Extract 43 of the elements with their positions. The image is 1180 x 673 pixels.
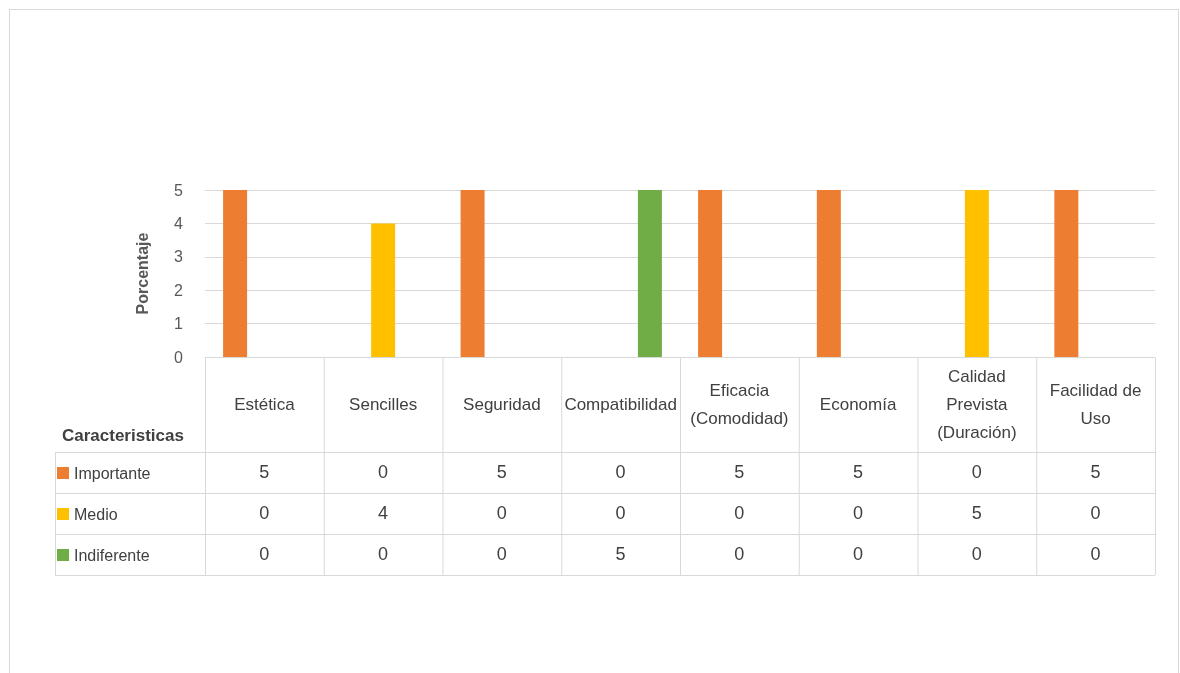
data-label: 0 <box>496 543 507 566</box>
data-label: 5 <box>1090 461 1101 484</box>
data-label: 5 <box>496 461 507 484</box>
data-label: 5 <box>259 461 270 484</box>
data-label: 0 <box>378 543 389 566</box>
y-tick-label: 0 <box>174 348 184 366</box>
x-tick-label: Estética <box>234 393 295 416</box>
x-tick-label: Seguridad <box>463 393 541 416</box>
x-tick-label: Economía <box>819 393 897 416</box>
data-label: 0 <box>853 543 864 566</box>
y-tick-label: 2 <box>174 281 184 299</box>
data-label: 5 <box>734 461 745 484</box>
legend-label: Importante <box>74 464 151 482</box>
data-label: 4 <box>378 502 389 525</box>
data-label: 0 <box>259 502 270 525</box>
data-label: 5 <box>615 543 626 566</box>
y-tick-label: 5 <box>174 181 184 199</box>
y-tick-label: 1 <box>174 315 184 333</box>
x-tick-label: Eficacia (Comodidad) <box>689 379 790 430</box>
data-label: 0 <box>259 543 270 566</box>
data-label: 0 <box>734 502 745 525</box>
data-label: 0 <box>734 543 745 566</box>
data-label: 0 <box>1090 543 1101 566</box>
x-tick-label: Sencilles <box>349 393 418 416</box>
legend-label: Indiferente <box>74 546 150 564</box>
x-tick-label: Calidad Prevista (Duración) <box>936 365 1018 444</box>
data-label: 0 <box>615 502 626 525</box>
data-label: 0 <box>615 461 626 484</box>
data-label: 0 <box>971 543 982 566</box>
data-label: 0 <box>1090 502 1101 525</box>
data-label: 5 <box>853 461 864 484</box>
y-tick-label: 4 <box>174 214 184 232</box>
data-label: 0 <box>971 461 982 484</box>
data-label: 0 <box>378 461 389 484</box>
y-axis-title: Porcentaje <box>133 232 151 315</box>
data-label: 0 <box>853 502 864 525</box>
legend-label: Medio <box>74 505 118 523</box>
y-tick-label: 3 <box>174 248 184 266</box>
x-tick-label: Compatibilidad <box>564 393 677 416</box>
x-tick-label: Facilidad de Uso <box>1048 379 1143 430</box>
data-label: 5 <box>971 502 982 525</box>
x-axis-title: Caracteristicas <box>62 426 184 446</box>
data-label: 0 <box>496 502 507 525</box>
